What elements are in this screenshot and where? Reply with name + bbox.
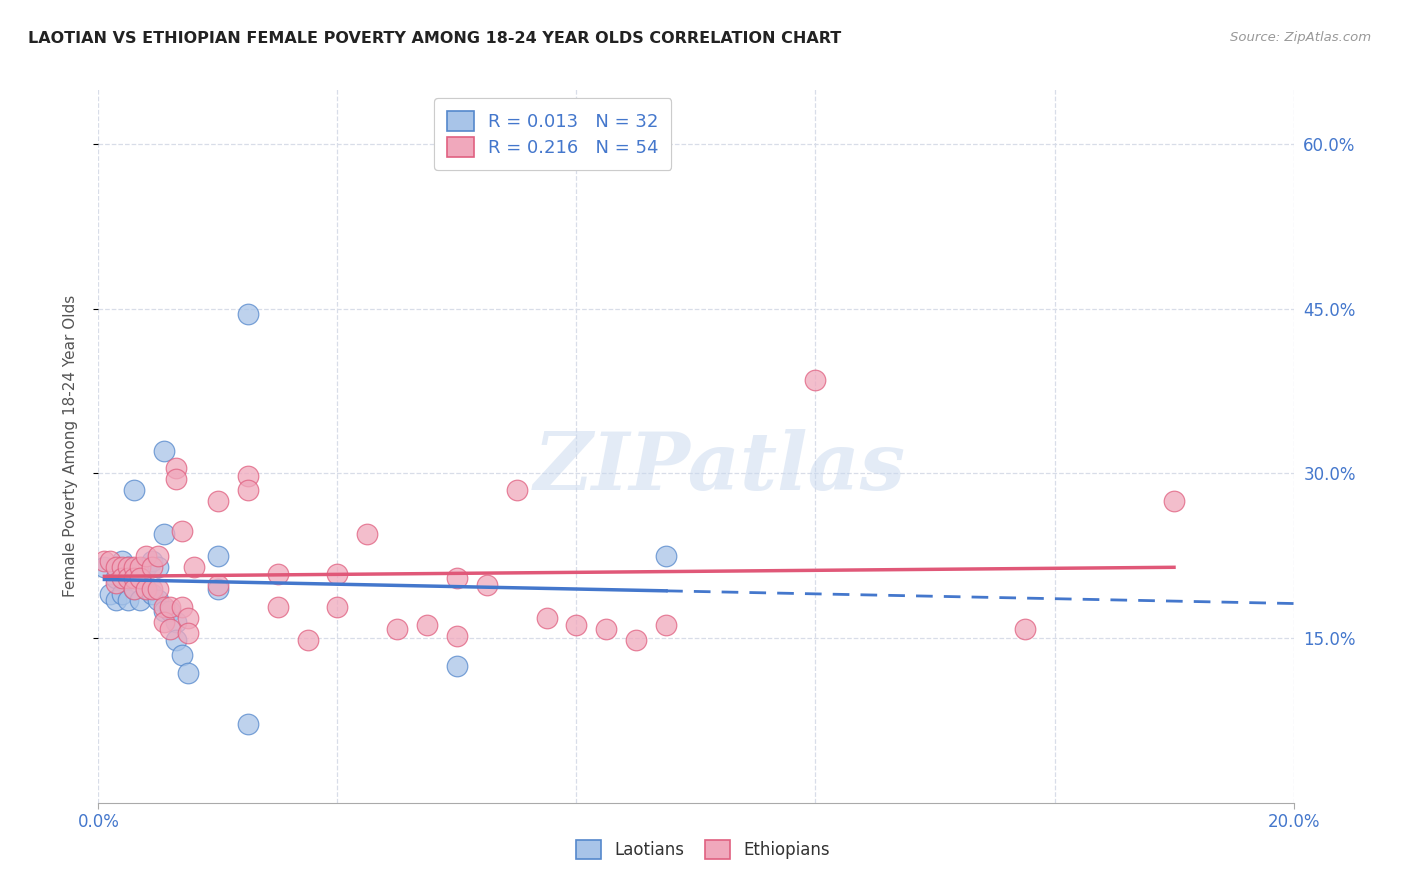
Point xyxy=(165,461,187,475)
Point xyxy=(385,623,409,637)
Point xyxy=(446,658,468,673)
Point xyxy=(148,549,170,563)
Point xyxy=(153,526,176,541)
Point xyxy=(177,625,200,640)
Point xyxy=(207,582,229,596)
Point xyxy=(100,554,122,568)
Y-axis label: Female Poverty Among 18-24 Year Olds: Female Poverty Among 18-24 Year Olds xyxy=(63,295,77,597)
Point xyxy=(326,567,349,582)
Point xyxy=(655,618,678,632)
Legend: Laotians, Ethiopians: Laotians, Ethiopians xyxy=(569,834,837,866)
Point xyxy=(172,600,194,615)
Point xyxy=(159,600,181,615)
Point xyxy=(172,648,194,662)
Legend: R = 0.013   N = 32, R = 0.216   N = 54: R = 0.013 N = 32, R = 0.216 N = 54 xyxy=(434,98,671,169)
Text: Source: ZipAtlas.com: Source: ZipAtlas.com xyxy=(1230,31,1371,45)
Point xyxy=(93,554,115,568)
Point xyxy=(124,582,146,596)
Point xyxy=(141,582,163,596)
Point xyxy=(129,571,152,585)
Point xyxy=(135,582,157,596)
Point xyxy=(236,307,259,321)
Text: ZIPatlas: ZIPatlas xyxy=(534,429,905,506)
Text: LAOTIAN VS ETHIOPIAN FEMALE POVERTY AMONG 18-24 YEAR OLDS CORRELATION CHART: LAOTIAN VS ETHIOPIAN FEMALE POVERTY AMON… xyxy=(28,31,841,46)
Point xyxy=(111,587,134,601)
Point xyxy=(124,559,146,574)
Point xyxy=(655,549,678,563)
Point xyxy=(153,615,176,629)
Point xyxy=(165,633,187,648)
Point xyxy=(1163,494,1185,508)
Point xyxy=(536,611,558,625)
Point xyxy=(177,611,200,625)
Point xyxy=(153,604,176,618)
Point xyxy=(148,592,170,607)
Point xyxy=(267,567,290,582)
Point xyxy=(207,549,229,563)
Point xyxy=(626,633,648,648)
Point xyxy=(236,483,259,497)
Point xyxy=(117,592,139,607)
Point xyxy=(129,559,152,574)
Point xyxy=(111,571,134,585)
Point xyxy=(172,524,194,538)
Point xyxy=(105,571,128,585)
Point xyxy=(135,549,157,563)
Point xyxy=(416,618,439,632)
Point xyxy=(141,587,163,601)
Point xyxy=(446,571,468,585)
Point xyxy=(111,554,134,568)
Point xyxy=(159,604,181,618)
Point xyxy=(297,633,319,648)
Point xyxy=(506,483,529,497)
Point xyxy=(183,559,205,574)
Point xyxy=(124,483,146,497)
Point xyxy=(111,559,134,574)
Point xyxy=(129,592,152,607)
Point xyxy=(135,559,157,574)
Point xyxy=(207,494,229,508)
Point xyxy=(117,559,139,574)
Point xyxy=(153,444,176,458)
Point xyxy=(326,600,349,615)
Point xyxy=(93,559,115,574)
Point xyxy=(100,587,122,601)
Point xyxy=(153,600,176,615)
Point xyxy=(165,615,187,629)
Point xyxy=(105,576,128,591)
Point xyxy=(475,578,498,592)
Point xyxy=(565,618,588,632)
Point xyxy=(148,559,170,574)
Point xyxy=(124,582,146,596)
Point xyxy=(1014,623,1036,637)
Point xyxy=(141,559,163,574)
Point xyxy=(207,578,229,592)
Point xyxy=(105,592,128,607)
Point xyxy=(267,600,290,615)
Point xyxy=(129,571,152,585)
Point xyxy=(236,468,259,483)
Point xyxy=(159,623,181,637)
Point xyxy=(124,571,146,585)
Point xyxy=(356,526,378,541)
Point xyxy=(165,472,187,486)
Point xyxy=(141,554,163,568)
Point xyxy=(804,373,827,387)
Point xyxy=(148,582,170,596)
Point xyxy=(177,666,200,681)
Point xyxy=(446,629,468,643)
Point xyxy=(135,582,157,596)
Point xyxy=(117,559,139,574)
Point xyxy=(117,571,139,585)
Point xyxy=(595,623,617,637)
Point xyxy=(236,716,259,731)
Point xyxy=(105,559,128,574)
